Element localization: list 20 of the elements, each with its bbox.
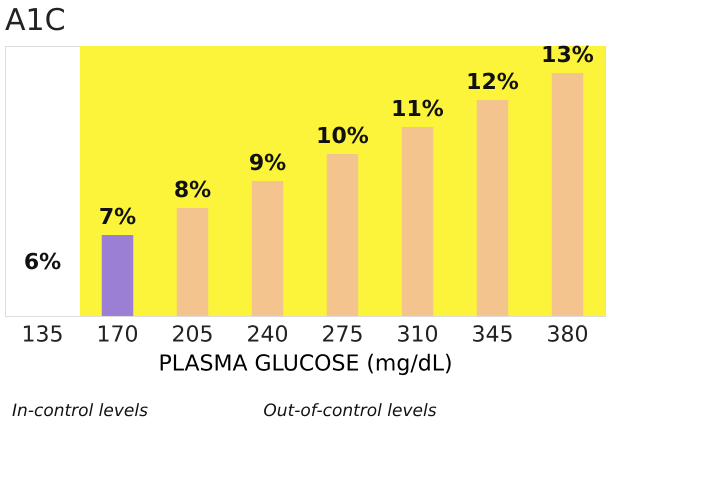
text: Out-of-control levels bbox=[263, 401, 437, 421]
x-axis-title: PLASMA GLUCOSE (mg/dL) bbox=[158, 352, 453, 376]
data-label: 12% bbox=[466, 70, 519, 95]
x-tick-label: 380 bbox=[546, 322, 588, 348]
data-label: 13% bbox=[541, 43, 594, 68]
chart-title: A1C bbox=[5, 3, 66, 38]
x-tick-label: 275 bbox=[322, 322, 364, 348]
x-tick-label: 310 bbox=[396, 322, 438, 348]
annotation: 6% bbox=[24, 250, 62, 275]
data-label: 9% bbox=[248, 151, 286, 176]
x-tick-label: 345 bbox=[472, 322, 514, 348]
data-label: 7% bbox=[98, 205, 136, 230]
x-tick-label: 205 bbox=[172, 322, 214, 348]
data-label: 8% bbox=[174, 178, 212, 203]
data-label: 11% bbox=[391, 97, 444, 122]
x-tick-label: 240 bbox=[246, 322, 288, 348]
x-tick-label: 170 bbox=[96, 322, 138, 348]
data-label: 10% bbox=[316, 124, 369, 149]
x-tick-label: 135 bbox=[22, 322, 64, 348]
text: In-control levels bbox=[12, 401, 148, 421]
